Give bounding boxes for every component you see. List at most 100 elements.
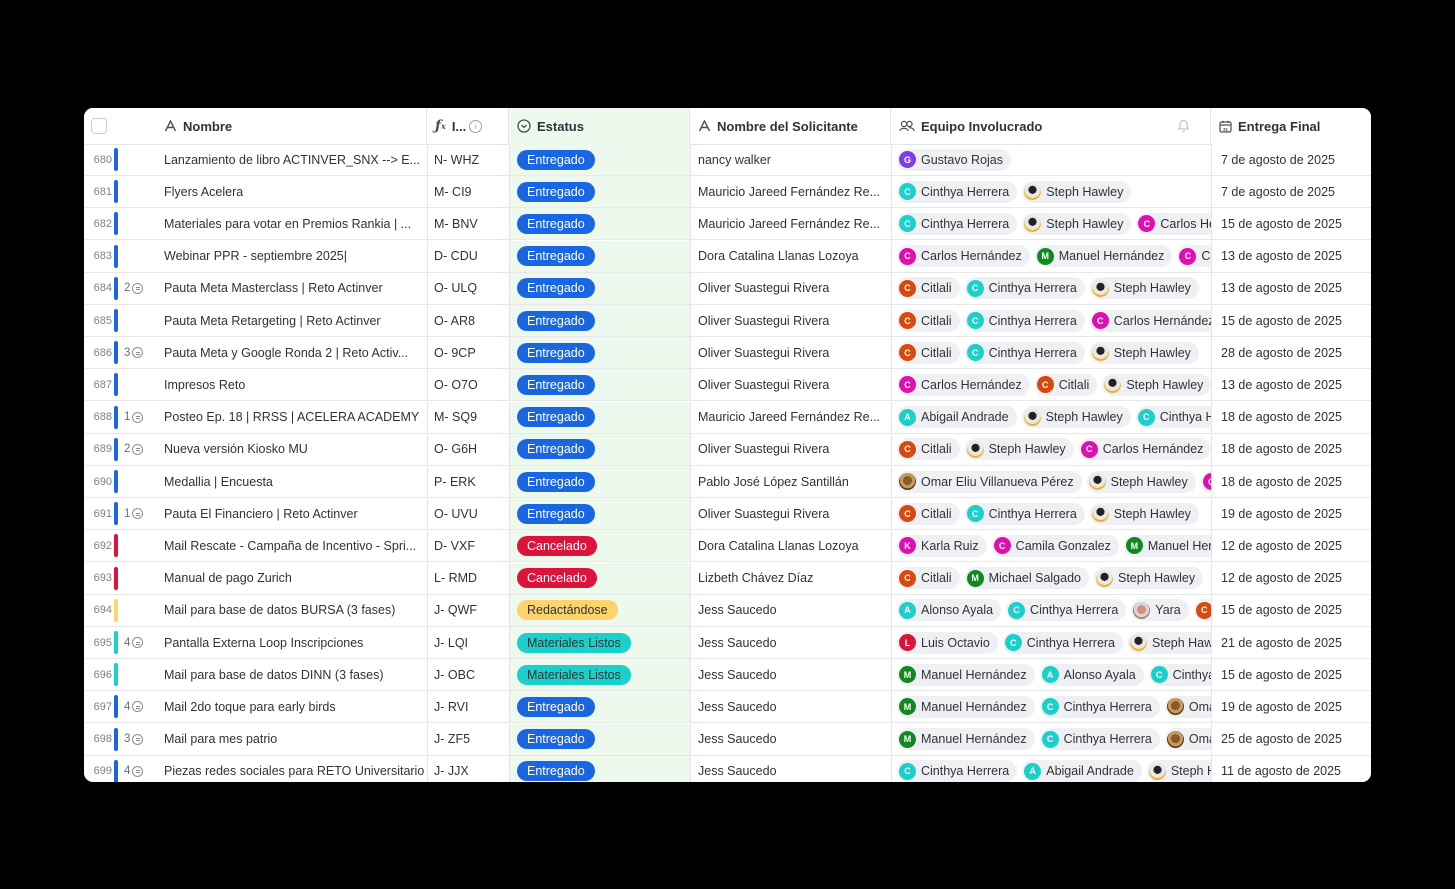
- due-date[interactable]: 18 de agosto de 2025: [1211, 466, 1371, 497]
- status-badge[interactable]: Entregado: [517, 310, 595, 331]
- status-cell[interactable]: Entregado: [509, 433, 690, 465]
- team-cell[interactable]: C Citlali C Cinthya Herrera Steph Hawley: [891, 337, 1211, 369]
- table-row[interactable]: 681 Flyers Acelera M- CI9 Entregado Mauricio…: [84, 176, 1371, 209]
- team-cell[interactable]: C Carlos Hernández C Citlali Steph Hawley: [891, 369, 1211, 401]
- team-cell[interactable]: M Manuel Hernández C Cinthya Herrera Omar El…: [891, 691, 1211, 723]
- comment-count[interactable]: 4: [124, 691, 154, 722]
- status-badge[interactable]: Materiales Listos: [517, 664, 631, 685]
- table-row[interactable]: 694 Mail para base de datos BURSA (3 fase…: [84, 594, 1371, 627]
- team-member-chip[interactable]: C Cinthya Herrera: [1006, 599, 1127, 622]
- item-name[interactable]: Mail para base de datos BURSA (3 fases): [164, 603, 396, 618]
- team-cell[interactable]: C Cinthya Herrera Steph Hawley: [891, 176, 1211, 208]
- team-cell[interactable]: C Citlali C Cinthya Herrera C Carlos Hernánde…: [891, 305, 1211, 336]
- due-date[interactable]: 15 de agosto de 2025: [1211, 208, 1371, 240]
- requester-name[interactable]: Jess Saucedo: [690, 691, 891, 723]
- status-badge[interactable]: Cancelado: [517, 535, 597, 556]
- status-badge[interactable]: Entregado: [517, 761, 595, 782]
- column-header-equipo[interactable]: Equipo Involucrado: [891, 108, 1211, 144]
- status-cell[interactable]: Cancelado: [509, 562, 690, 594]
- item-name[interactable]: Mail 2do toque para early birds: [164, 699, 336, 714]
- due-date[interactable]: 15 de agosto de 2025: [1211, 305, 1371, 336]
- item-name[interactable]: Impresos Reto: [164, 377, 246, 392]
- team-member-chip[interactable]: C Carlos Hernández: [897, 373, 1030, 396]
- comment-count[interactable]: 1: [124, 402, 154, 433]
- status-badge[interactable]: Entregado: [517, 149, 595, 170]
- team-member-chip[interactable]: Steph Hawley: [1022, 180, 1132, 203]
- status-cell[interactable]: Entregado: [509, 466, 690, 497]
- team-member-chip[interactable]: C Cinthya Herrera: [1002, 631, 1124, 654]
- status-badge[interactable]: Entregado: [517, 471, 595, 492]
- comment-count[interactable]: 1: [124, 498, 154, 529]
- team-member-chip[interactable]: C Citlali: [897, 309, 960, 332]
- team-member-chip[interactable]: G Gustavo Rojas: [897, 148, 1011, 171]
- status-badge[interactable]: Entregado: [517, 181, 595, 202]
- comment-count[interactable]: 2: [124, 273, 154, 304]
- team-member-chip[interactable]: Steph Hawley: [1022, 212, 1132, 235]
- team-member-chip[interactable]: Omar Eliu Villanueva Pérez: [1164, 728, 1211, 751]
- table-row[interactable]: 697 4 Mail 2do toque para early birds J- RV…: [84, 691, 1371, 724]
- status-badge[interactable]: Entregado: [517, 407, 595, 428]
- requester-name[interactable]: Pablo José López Santillán: [690, 466, 891, 497]
- team-member-chip[interactable]: M Manuel Hernández: [1034, 245, 1173, 268]
- requester-name[interactable]: Jess Saucedo: [690, 659, 891, 691]
- team-member-chip[interactable]: Steph Hawley: [1128, 631, 1211, 654]
- team-member-chip[interactable]: M Manuel Hernández: [1123, 534, 1211, 557]
- requester-name[interactable]: Dora Catalina Llanas Lozoya: [690, 240, 891, 272]
- team-cell[interactable]: C Citlali C Cinthya Herrera Steph Hawley: [891, 498, 1211, 530]
- team-cell[interactable]: K Karla Ruiz C Camila Gonzalez M Manuel Herná…: [891, 530, 1211, 562]
- team-cell[interactable]: C Citlali M Michael Salgado Steph Hawley: [891, 562, 1211, 594]
- status-badge[interactable]: Entregado: [517, 246, 595, 267]
- status-cell[interactable]: Entregado: [509, 401, 690, 433]
- status-badge[interactable]: Entregado: [517, 439, 595, 460]
- team-member-chip[interactable]: C Cinthya Herrera: [897, 212, 1018, 235]
- due-date[interactable]: 7 de agosto de 2025: [1211, 176, 1371, 208]
- team-cell[interactable]: C Citlali C Cinthya Herrera Steph Hawley: [891, 272, 1211, 304]
- item-name[interactable]: Mail para mes patrio: [164, 732, 278, 747]
- team-cell[interactable]: G Gustavo Rojas: [891, 144, 1211, 175]
- team-member-chip[interactable]: C Citlali: [897, 341, 960, 364]
- column-header-solicitante[interactable]: Nombre del Solicitante: [690, 108, 891, 144]
- item-name[interactable]: Nueva versión Kiosko MU: [164, 442, 308, 457]
- status-cell[interactable]: Entregado: [509, 691, 690, 723]
- requester-name[interactable]: Jess Saucedo: [690, 627, 891, 658]
- due-date[interactable]: 28 de agosto de 2025: [1211, 337, 1371, 369]
- team-member-chip[interactable]: C Cinthya Herrera: [1148, 663, 1211, 686]
- due-date[interactable]: 12 de agosto de 2025: [1211, 562, 1371, 594]
- requester-name[interactable]: Jess Saucedo: [690, 594, 891, 626]
- table-row[interactable]: 683 Webinar PPR - septiembre 2025| D- CDU E…: [84, 240, 1371, 273]
- team-member-chip[interactable]: Steph Hawley: [1086, 470, 1196, 493]
- column-header-estatus[interactable]: Estatus: [509, 108, 690, 144]
- select-all-checkbox[interactable]: [91, 118, 107, 134]
- team-cell[interactable]: C Carlos Hernández M Manuel Hernández C Carlo…: [891, 240, 1211, 272]
- status-badge[interactable]: Redactándose: [517, 600, 618, 621]
- requester-name[interactable]: Oliver Suastegui Rivera: [690, 433, 891, 465]
- status-cell[interactable]: Materiales Listos: [509, 659, 690, 691]
- team-member-chip[interactable]: M Michael Salgado: [964, 567, 1089, 590]
- team-member-chip[interactable]: C Camila Gonzalez: [991, 534, 1119, 557]
- comment-count[interactable]: 2: [124, 434, 154, 465]
- status-cell[interactable]: Entregado: [509, 208, 690, 240]
- status-cell[interactable]: Entregado: [509, 272, 690, 304]
- team-cell[interactable]: C Cinthya Herrera Steph Hawley C Carlos Hern…: [891, 208, 1211, 240]
- team-member-chip[interactable]: C Carlos Hernández: [1136, 212, 1211, 235]
- due-date[interactable]: 21 de agosto de 2025: [1211, 627, 1371, 658]
- team-member-chip[interactable]: C: [1193, 599, 1211, 622]
- team-member-chip[interactable]: C Cinthya Herrera: [897, 180, 1018, 203]
- team-member-chip[interactable]: M Manuel Hernández: [897, 695, 1035, 718]
- table-row[interactable]: 699 4 Piezas redes sociales para RETO Univ…: [84, 755, 1371, 782]
- team-member-chip[interactable]: A Alonso Ayala: [1039, 663, 1144, 686]
- table-row[interactable]: 688 1 Posteo Ep. 18 | RRSS | ACELERA ACADE…: [84, 401, 1371, 434]
- due-date[interactable]: 11 de agosto de 2025: [1211, 755, 1371, 782]
- team-member-chip[interactable]: Steph Hawley: [1093, 567, 1204, 590]
- team-member-chip[interactable]: C: [1200, 470, 1211, 493]
- requester-name[interactable]: Oliver Suastegui Rivera: [690, 305, 891, 336]
- status-cell[interactable]: Entregado: [509, 240, 690, 272]
- team-cell[interactable]: A Abigail Andrade Steph Hawley C Cinthya Her…: [891, 401, 1211, 433]
- team-member-chip[interactable]: C Cinthya Herrera: [964, 341, 1085, 364]
- team-member-chip[interactable]: C Carlos Hernández: [1089, 309, 1211, 332]
- requester-name[interactable]: Oliver Suastegui Rivera: [690, 498, 891, 530]
- status-badge[interactable]: Entregado: [517, 213, 595, 234]
- team-member-chip[interactable]: Steph Hawley: [1089, 502, 1199, 525]
- team-cell[interactable]: A Alonso Ayala C Cinthya Herrera Yara C: [891, 594, 1211, 626]
- status-badge[interactable]: Entregado: [517, 503, 595, 524]
